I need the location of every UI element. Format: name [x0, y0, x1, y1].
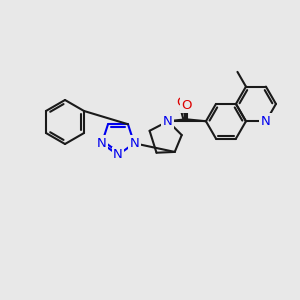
Text: N: N [163, 115, 173, 128]
Text: N: N [97, 137, 107, 150]
Text: N: N [113, 148, 123, 161]
Text: N: N [129, 137, 139, 150]
Text: O: O [177, 96, 187, 109]
Text: O: O [182, 99, 192, 112]
Text: N: N [261, 115, 271, 128]
